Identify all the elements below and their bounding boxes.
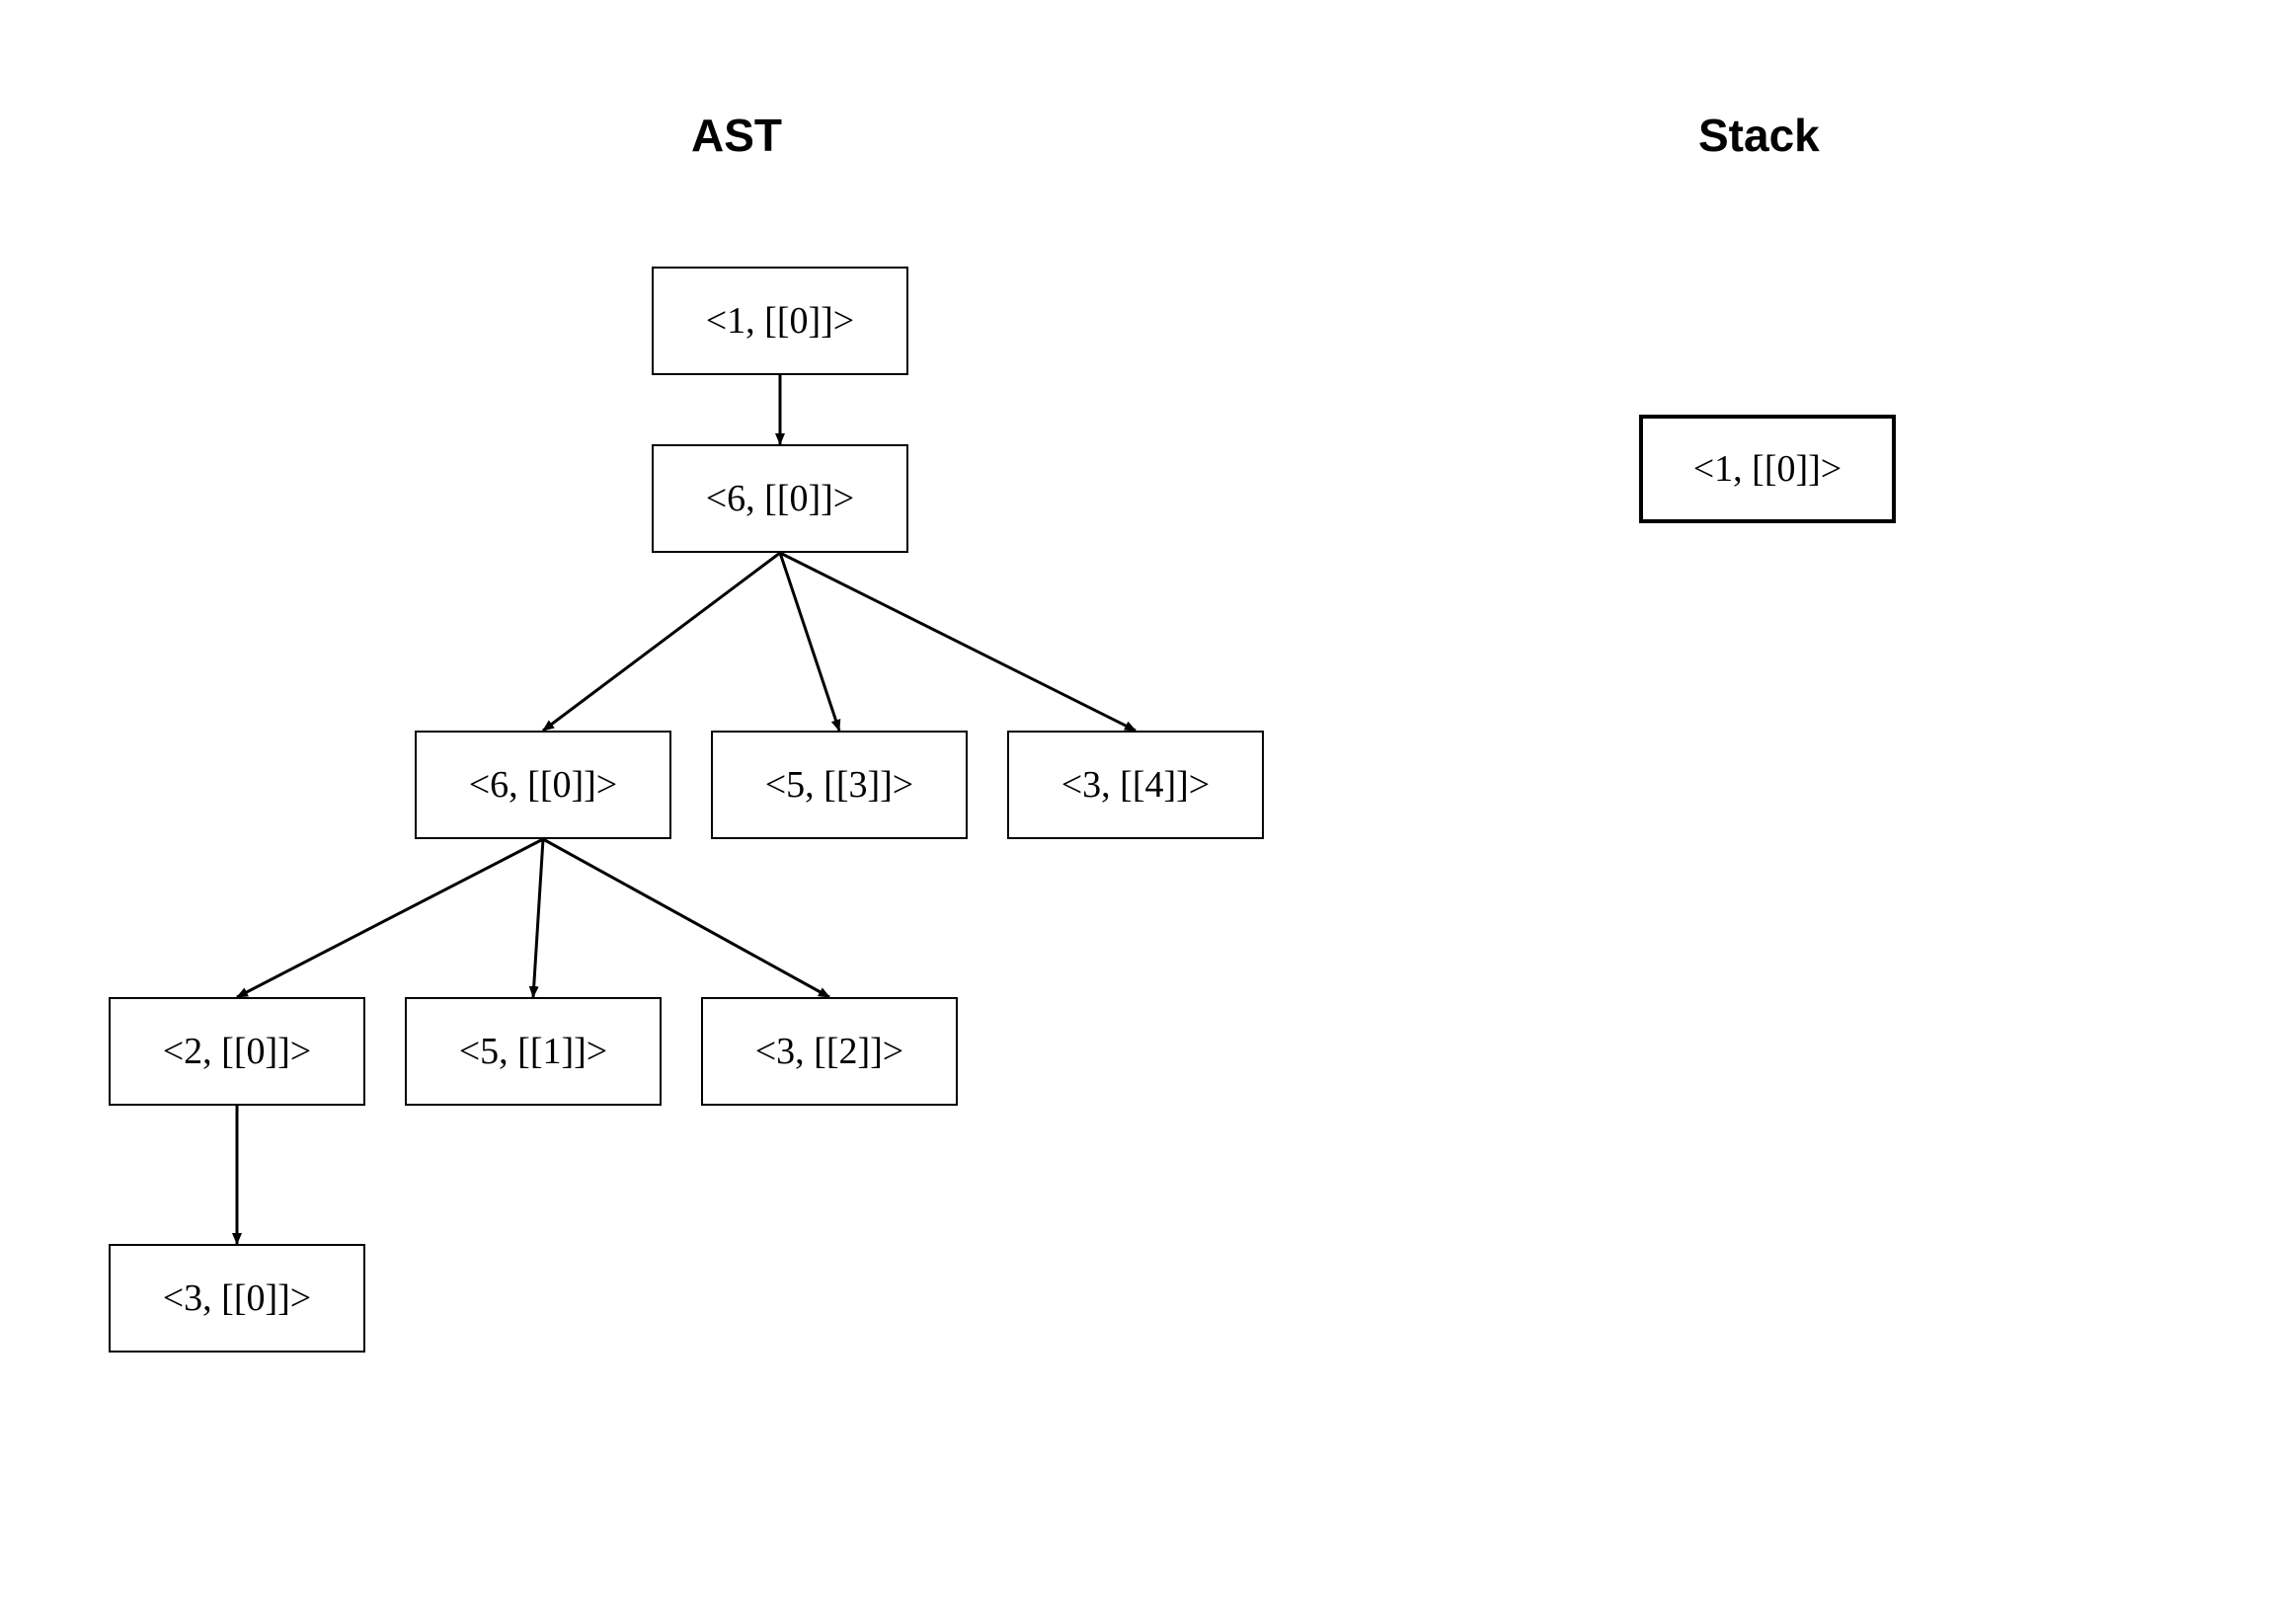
ast-node: <2, [[0]]> [109, 997, 365, 1106]
ast-node: <5, [[1]]> [405, 997, 662, 1106]
ast-node: <1, [[0]]> [652, 267, 908, 375]
ast-title: AST [691, 109, 782, 162]
ast-node-label: <3, [[0]]> [163, 1276, 311, 1320]
stack-node: <1, [[0]]> [1639, 415, 1896, 523]
ast-node: <3, [[0]]> [109, 1244, 365, 1353]
edge [543, 839, 829, 997]
ast-node: <6, [[0]]> [415, 731, 671, 839]
ast-node-label: <2, [[0]]> [163, 1030, 311, 1073]
diagram-canvas: AST Stack <1, [[0]]> <6, [[0]]> <6, [[0]]>… [0, 0, 2272, 1624]
edge [533, 839, 543, 997]
ast-node-label: <5, [[3]]> [765, 763, 913, 807]
ast-node-label: <1, [[0]]> [706, 299, 854, 343]
ast-node-label: <5, [[1]]> [459, 1030, 607, 1073]
ast-node: <6, [[0]]> [652, 444, 908, 553]
ast-node: <3, [[4]]> [1007, 731, 1264, 839]
ast-node-label: <6, [[0]]> [469, 763, 617, 807]
edge [237, 839, 543, 997]
ast-node-label: <3, [[4]]> [1061, 763, 1210, 807]
stack-node-label: <1, [[0]]> [1693, 447, 1841, 491]
ast-node-label: <6, [[0]]> [706, 477, 854, 520]
ast-node: <3, [[2]]> [701, 997, 958, 1106]
edge [780, 553, 1136, 731]
edge [543, 553, 780, 731]
edge [780, 553, 839, 731]
ast-node-label: <3, [[2]]> [755, 1030, 903, 1073]
ast-node: <5, [[3]]> [711, 731, 968, 839]
stack-title: Stack [1698, 109, 1820, 162]
